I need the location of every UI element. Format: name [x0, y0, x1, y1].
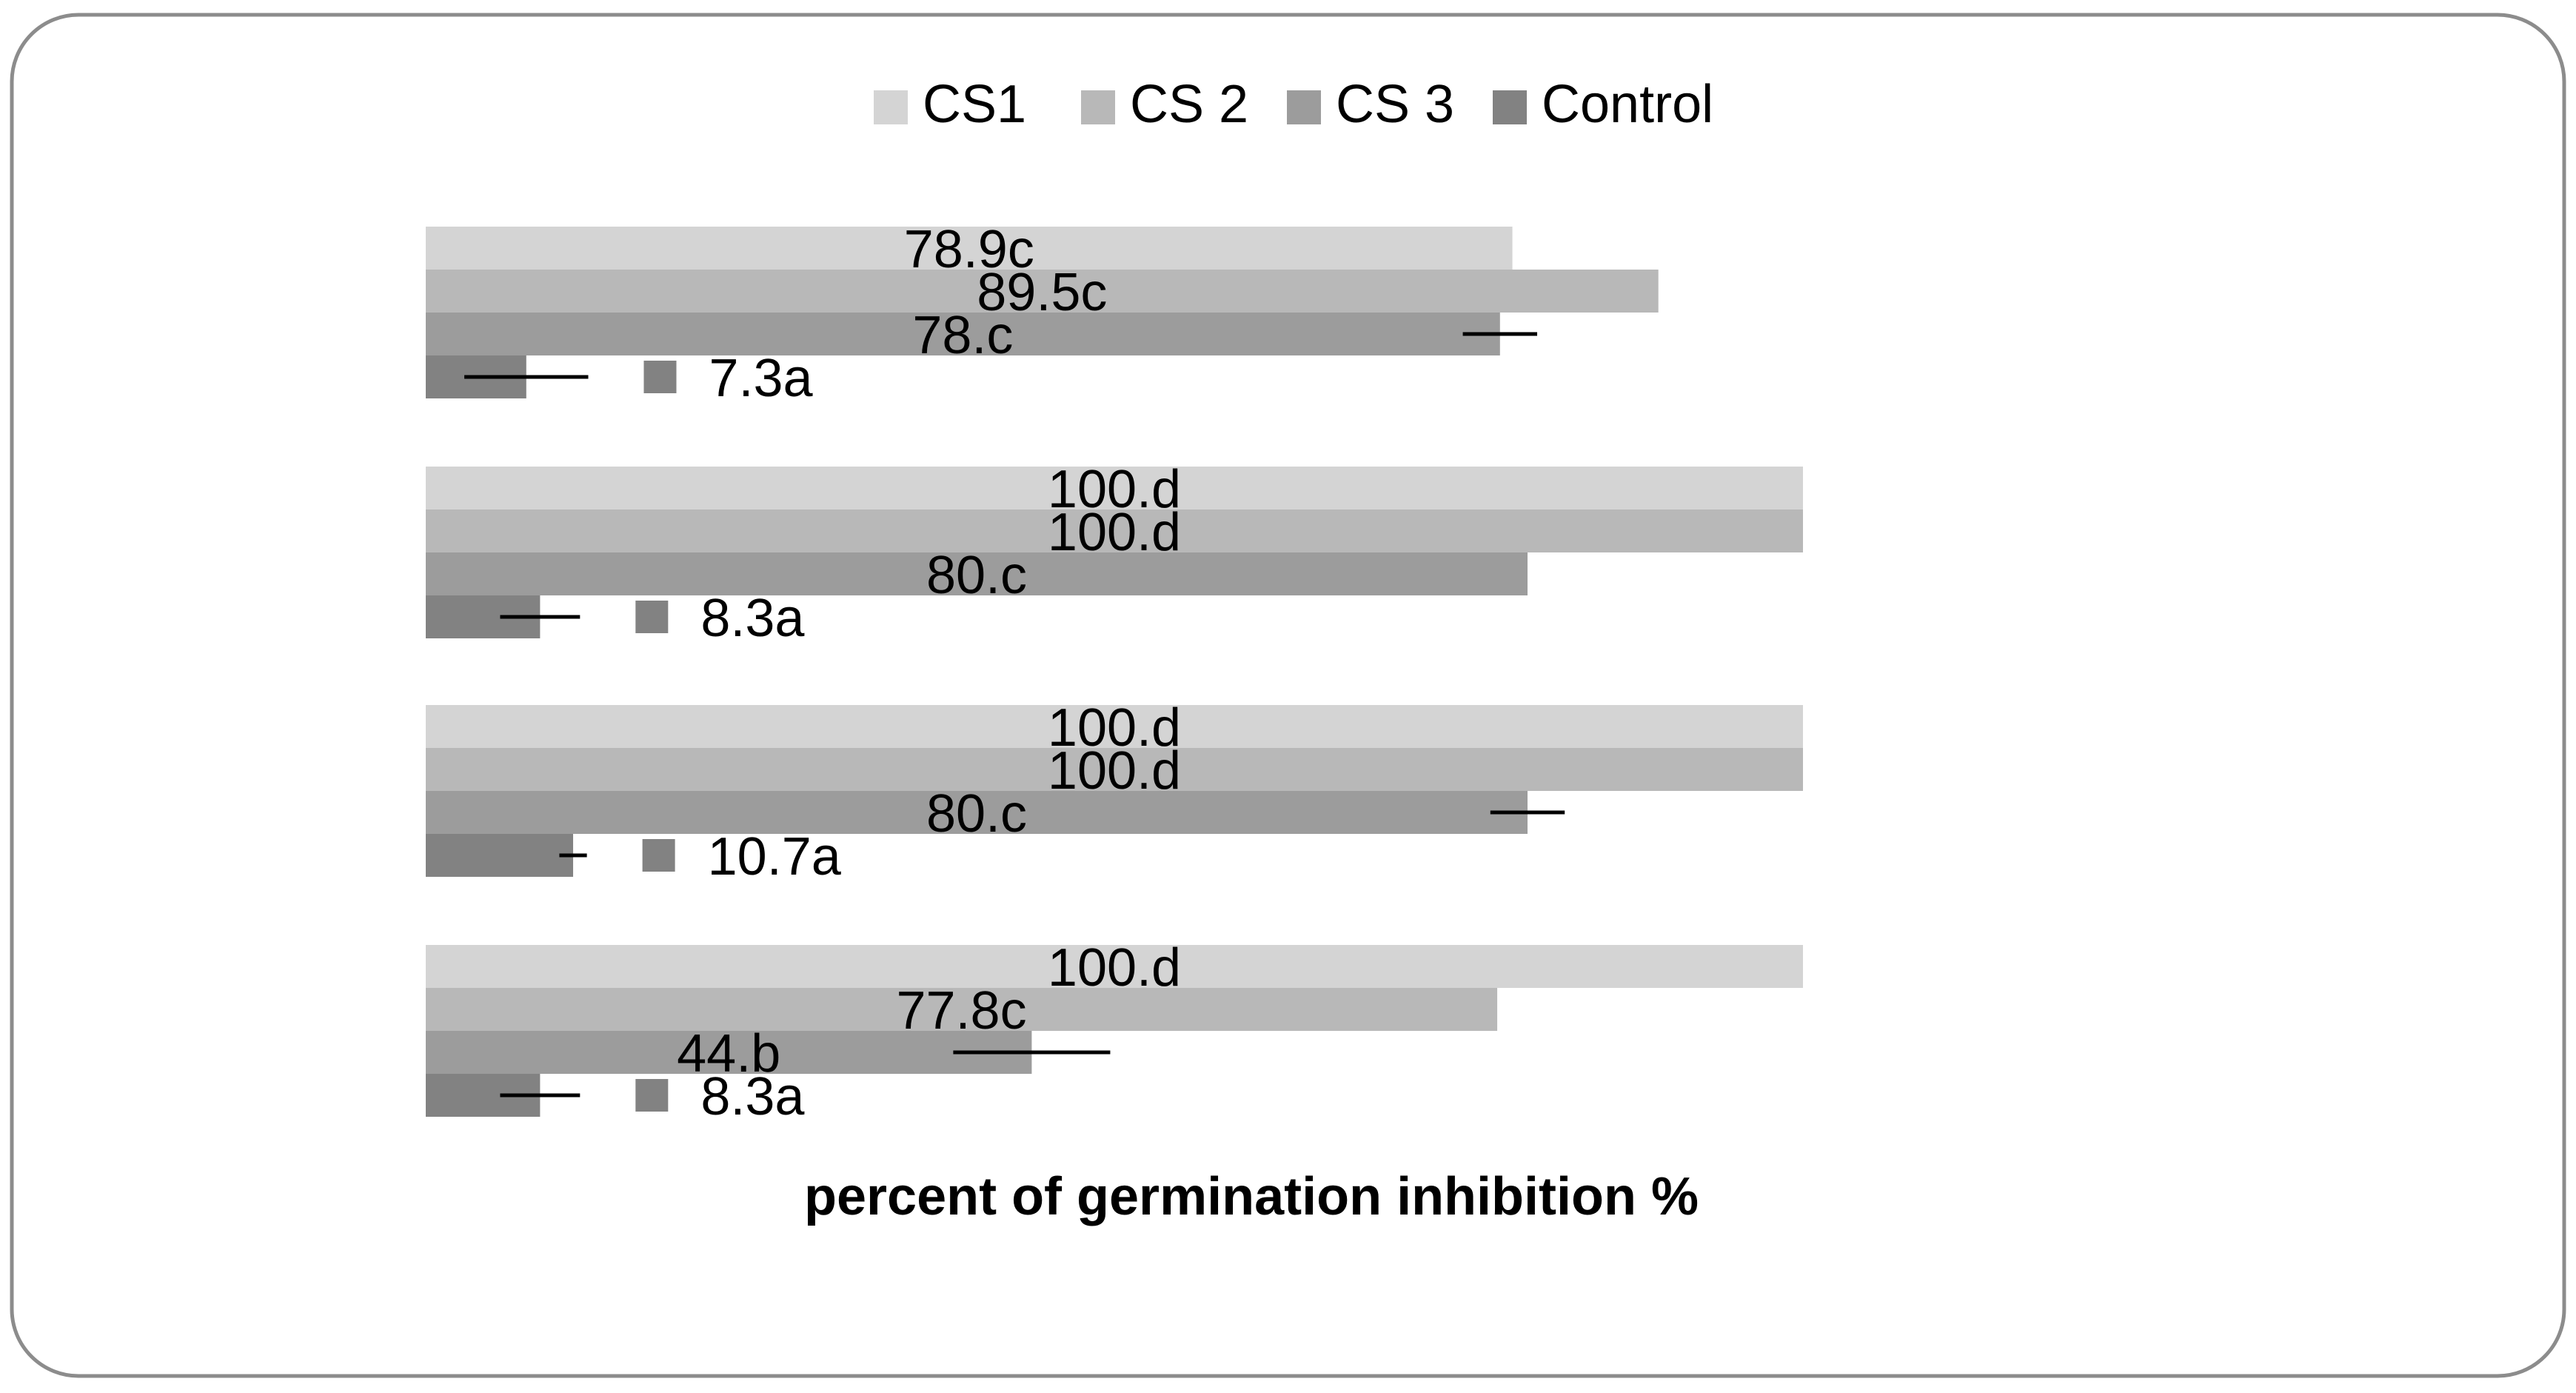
legend-label: CS 3	[1336, 75, 1454, 134]
legend-label: CS 2	[1130, 75, 1248, 134]
data-label: 10.7a	[708, 827, 842, 886]
bar	[426, 748, 1803, 791]
bar	[426, 313, 1500, 355]
legend-swatch	[1493, 90, 1527, 124]
label-marker	[635, 601, 669, 633]
data-label: 100.d	[1048, 503, 1181, 562]
bar	[426, 945, 1803, 988]
data-label: 100.d	[1048, 938, 1181, 998]
data-label: 7.3a	[709, 349, 813, 408]
legend-swatch	[874, 90, 908, 124]
bar	[426, 834, 574, 877]
bar	[426, 270, 1659, 313]
data-label: 44.b	[677, 1024, 780, 1083]
data-label: 100.d	[1048, 741, 1181, 801]
data-label: 100.d	[1048, 460, 1181, 519]
label-marker	[643, 361, 677, 393]
plot-area: 78.9c89.5c78.c7.3a100.d100.d80.c8.3a100.…	[426, 220, 1803, 1126]
bar	[426, 227, 1513, 270]
data-label: 89.5c	[977, 263, 1107, 322]
data-label: 80.c	[926, 546, 1027, 605]
bar	[426, 467, 1803, 510]
bar	[426, 988, 1498, 1031]
bar	[426, 552, 1528, 595]
data-label: 8.3a	[700, 589, 805, 648]
label-marker	[642, 839, 675, 872]
legend-swatch	[1081, 90, 1115, 124]
legend: CS1 CS 2 CS 3 Control	[874, 75, 1713, 134]
bar	[426, 510, 1803, 552]
data-label: 8.3a	[700, 1067, 805, 1126]
legend-label: Control	[1542, 75, 1713, 134]
bar	[426, 791, 1528, 834]
bar	[426, 1031, 1032, 1074]
legend-label: CS1	[923, 75, 1026, 134]
data-label: 78.c	[912, 306, 1013, 365]
data-label: 80.c	[926, 784, 1027, 844]
bar	[426, 705, 1803, 748]
data-label: 100.d	[1048, 698, 1181, 758]
data-label: 77.8c	[896, 981, 1026, 1040]
data-label: 78.9c	[904, 220, 1034, 279]
label-marker	[635, 1079, 669, 1112]
x-axis-title: percent of germination inhibition %	[804, 1167, 1699, 1226]
legend-swatch	[1287, 90, 1321, 124]
